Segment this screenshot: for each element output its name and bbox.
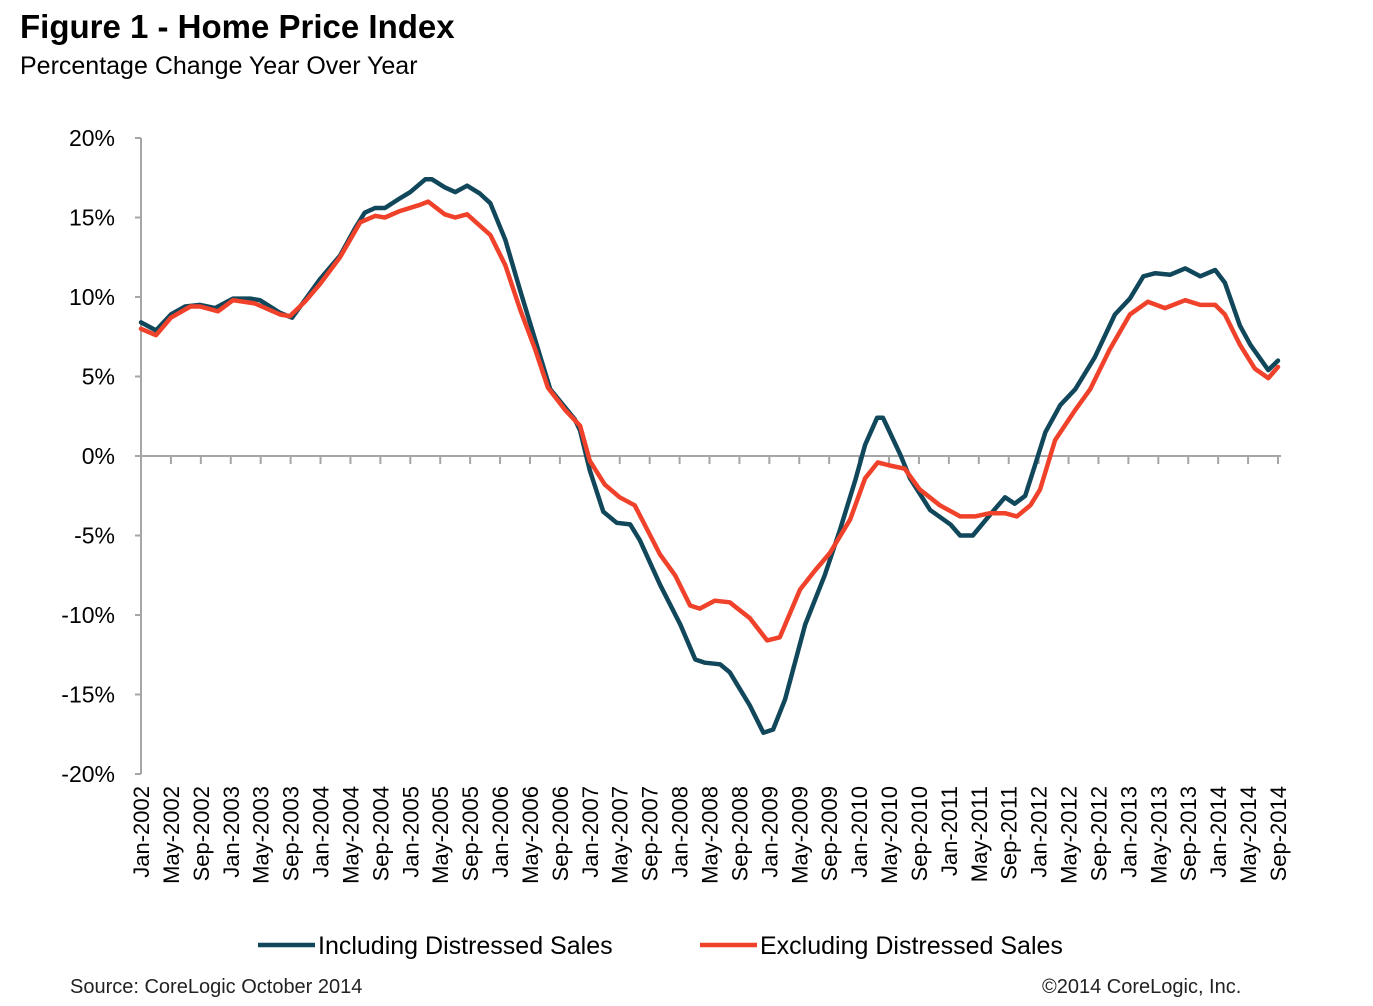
- x-tick-label: Jan-2012: [1027, 786, 1052, 878]
- x-tick-label: Sep-2002: [189, 786, 214, 881]
- x-tick-label: Sep-2010: [907, 786, 932, 881]
- x-tick-label: Jan-2003: [219, 786, 244, 878]
- x-tick-label: Sep-2012: [1086, 786, 1111, 881]
- y-tick-label: 5%: [82, 364, 115, 390]
- y-tick-label: -5%: [74, 523, 115, 549]
- legend-label: Excluding Distressed Sales: [760, 932, 1063, 960]
- x-tick-label: Jan-2011: [937, 786, 962, 876]
- x-tick-label: Sep-2006: [548, 786, 573, 881]
- x-tick-label: Sep-2013: [1176, 786, 1201, 881]
- x-tick-label: May-2005: [428, 786, 453, 884]
- x-tick-label: Sep-2003: [279, 786, 304, 881]
- x-tick-label: May-2002: [159, 786, 184, 884]
- x-tick-label: Jan-2010: [847, 786, 872, 878]
- x-tick-label: Jan-2006: [488, 786, 513, 878]
- x-tick-label: May-2003: [249, 786, 274, 884]
- y-tick-label: 15%: [69, 205, 115, 231]
- x-tick-label: May-2012: [1057, 786, 1082, 884]
- x-tick-label: Sep-2008: [727, 786, 752, 881]
- x-tick-label: May-2007: [608, 786, 633, 884]
- y-tick-label: 0%: [82, 443, 115, 469]
- x-tick-label: Jan-2002: [129, 786, 154, 878]
- copyright-note: ©2014 CoreLogic, Inc.: [1042, 976, 1242, 998]
- y-tick-label: -20%: [61, 761, 115, 787]
- x-tick-label: Jan-2009: [757, 786, 782, 878]
- source-note: Source: CoreLogic October 2014: [70, 976, 363, 998]
- x-tick-label: Jan-2013: [1116, 786, 1141, 878]
- x-tick-label: May-2011: [967, 786, 992, 882]
- y-tick-label: -15%: [61, 682, 115, 708]
- x-tick-label: Jan-2007: [578, 786, 603, 878]
- x-tick-label: Sep-2004: [368, 786, 393, 881]
- x-tick-label: Sep-2005: [458, 786, 483, 881]
- x-tick-label: May-2014: [1236, 786, 1261, 884]
- chart-title: Figure 1 - Home Price Index: [20, 8, 455, 45]
- x-tick-label: Sep-2011: [997, 786, 1022, 880]
- y-tick-label: 20%: [69, 125, 115, 151]
- x-tick-label: May-2008: [698, 786, 723, 884]
- x-tick-label: Sep-2009: [817, 786, 842, 881]
- x-tick-label: Sep-2007: [638, 786, 663, 881]
- x-tick-label: May-2013: [1146, 786, 1171, 884]
- x-tick-label: Sep-2014: [1266, 786, 1291, 881]
- x-tick-label: May-2006: [518, 786, 543, 884]
- x-tick-label: May-2009: [787, 786, 812, 884]
- legend-label: Including Distressed Sales: [318, 932, 613, 960]
- series-line-excluding-distressed: [138, 199, 1281, 643]
- y-tick-label: 10%: [69, 284, 115, 310]
- y-tick-label: -10%: [61, 602, 115, 628]
- x-tick-label: Jan-2005: [398, 786, 423, 878]
- x-tick-label: May-2004: [338, 786, 363, 884]
- x-tick-label: Jan-2008: [668, 786, 693, 878]
- chart-subtitle: Percentage Change Year Over Year: [20, 52, 418, 80]
- x-tick-label: Jan-2004: [309, 786, 334, 878]
- x-tick-label: Jan-2014: [1206, 786, 1231, 878]
- x-tick-label: May-2010: [877, 786, 902, 884]
